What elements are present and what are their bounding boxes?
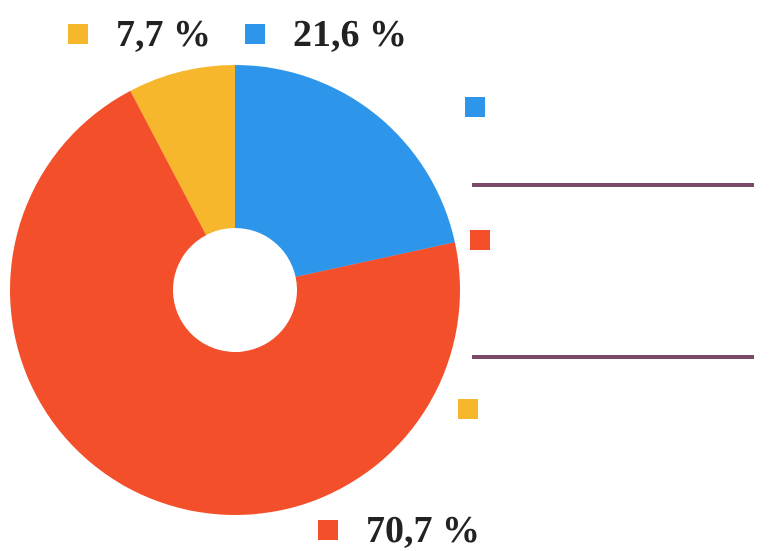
legend-marker: [470, 230, 490, 250]
pie-slice: [10, 90, 460, 515]
value-label: 70,7 %: [318, 510, 480, 550]
value-label-text: 7,7 %: [116, 13, 211, 55]
legend-divider: [472, 183, 754, 187]
value-label-text: 70,7 %: [366, 509, 480, 551]
value-label-marker: [318, 520, 338, 540]
pie-slice: [235, 65, 455, 277]
value-label: 7,7 %: [68, 14, 211, 54]
pie-slice: [130, 65, 235, 236]
legend-marker: [465, 97, 485, 117]
value-label-text: 21,6 %: [293, 13, 407, 55]
value-label-marker: [68, 24, 88, 44]
legend-divider: [472, 355, 754, 359]
value-label-marker: [245, 24, 265, 44]
value-label: 21,6 %: [245, 14, 407, 54]
legend-marker: [458, 399, 478, 419]
